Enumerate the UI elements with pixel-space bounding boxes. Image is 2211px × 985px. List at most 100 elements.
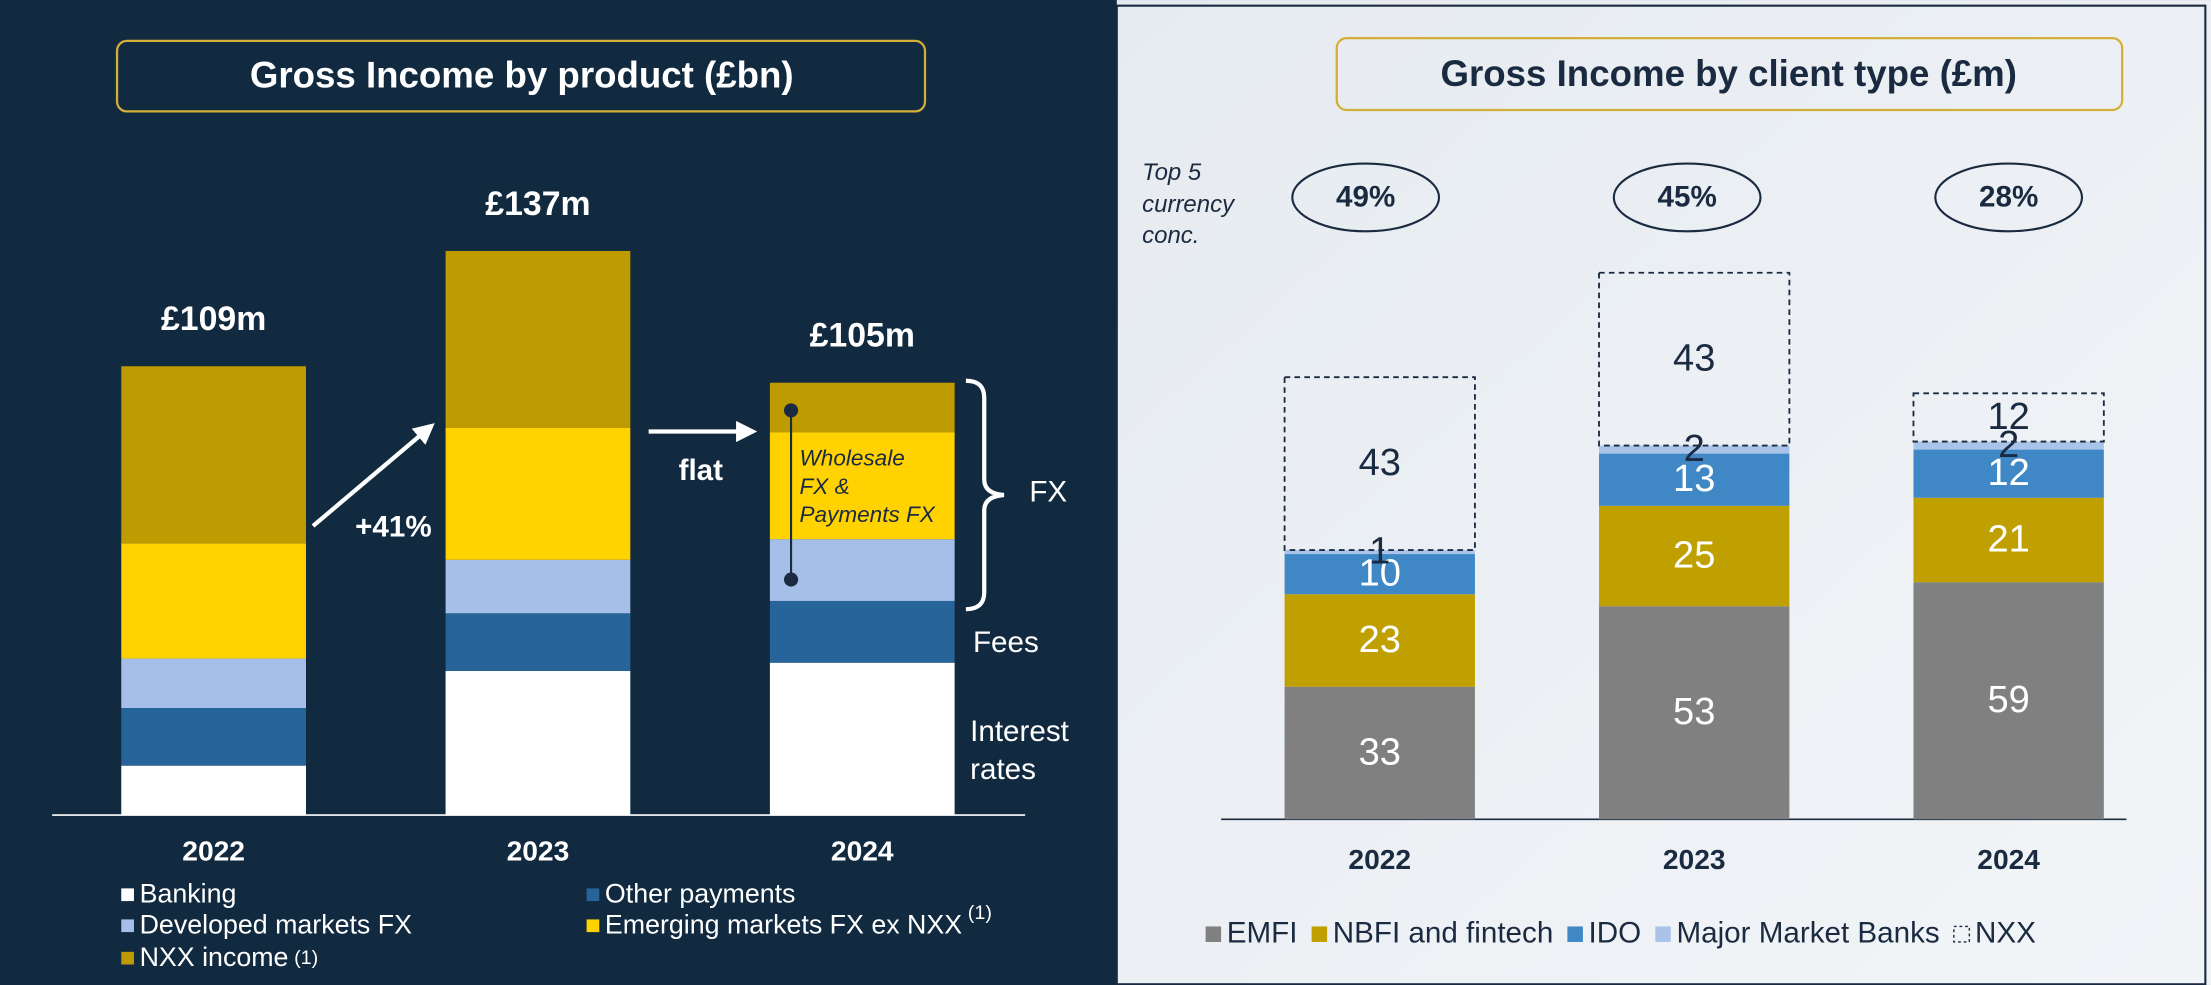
bar-segment (769, 432, 955, 540)
growth-label: +41% (355, 511, 432, 544)
legend-swatch (121, 951, 134, 965)
legend-label: EMFI (1227, 917, 1298, 950)
chart-title: Gross Income by client type (£m) (1441, 53, 2017, 94)
bar-segment (1913, 497, 2104, 583)
interest-label: Interest (970, 715, 1070, 748)
bar-segment (1284, 550, 1475, 555)
segment-label: 1 (1369, 531, 1390, 573)
bar-segment (121, 765, 306, 816)
conc-label: Top 5 (1142, 159, 1202, 186)
bar-segment (1284, 686, 1475, 820)
bar-segment (121, 543, 306, 659)
bar-segment (1599, 606, 1790, 820)
bar-segment (769, 600, 955, 663)
legend-swatch (1655, 926, 1671, 942)
bar-segment (445, 428, 631, 560)
bar-segment (121, 366, 306, 544)
right-border (1115, 4, 2207, 985)
legend-label: Major Market Banks (1676, 917, 1939, 950)
bar-segment (121, 708, 306, 766)
legend-swatch (1311, 926, 1328, 942)
growth-arrow (311, 423, 435, 528)
legend-label: Emerging markets FX ex NXX (605, 910, 962, 940)
legend-swatch (1205, 926, 1222, 942)
bar-segment (1599, 453, 1790, 506)
legend-swatch (121, 888, 134, 902)
segment-label: 21 (1987, 518, 2029, 560)
legend-note: (1) (294, 947, 318, 969)
chart-title: Gross Income by product (£bn) (250, 54, 794, 95)
legend-swatch (1953, 925, 1971, 943)
legend-label: NXX income (140, 942, 289, 972)
total-label: £105m (810, 317, 915, 355)
segment-label: 10 (1359, 553, 1401, 595)
bar-segment (1913, 441, 2104, 450)
concentration-label: 28% (1979, 181, 2038, 214)
bar-segment (1598, 271, 1791, 447)
title-box (115, 39, 927, 113)
flat-label: flat (679, 454, 724, 487)
conc-label: currency (1142, 191, 1236, 218)
legend-note: (1) (968, 902, 992, 924)
bar-segment (769, 662, 955, 816)
legend-label: NBFI and fintech (1333, 917, 1554, 950)
bar-segment (1283, 376, 1476, 551)
concentration-badge (1612, 162, 1762, 233)
x-tick-label: 2022 (1348, 843, 1411, 875)
legend-swatch (121, 919, 134, 933)
bar-segment (445, 613, 631, 671)
segment-label: 2 (1998, 424, 2019, 466)
concentration-label: 45% (1658, 181, 1717, 214)
concentration-badge (1934, 162, 2084, 233)
bar-segment (121, 658, 306, 709)
bar-segment (769, 382, 955, 433)
wholesale-dot (784, 403, 799, 418)
total-label: £109m (161, 300, 266, 338)
bar-segment (1913, 582, 2104, 820)
interest-label: rates (970, 753, 1036, 786)
bar-segment (1599, 505, 1790, 607)
x-tick-label: 2023 (1663, 843, 1726, 875)
bar-segment (445, 250, 631, 429)
x-tick-label: 2023 (507, 835, 570, 867)
x-tick-label: 2022 (182, 835, 245, 867)
fx-label: FX (1029, 475, 1067, 508)
segment-label: 12 (1987, 396, 2029, 438)
legend-swatch (586, 919, 600, 933)
legend-label: Developed markets FX (140, 910, 413, 940)
legend-swatch (586, 888, 600, 902)
segment-label: 13 (1673, 458, 1715, 500)
segment-label: 59 (1987, 679, 2029, 721)
segment-label: 25 (1673, 535, 1715, 577)
legend-swatch (1567, 926, 1583, 942)
wholesale-dot (784, 572, 799, 587)
legend-label: IDO (1589, 917, 1642, 950)
segment-label: 53 (1673, 691, 1715, 733)
segment-label: 43 (1359, 442, 1401, 484)
legend-label: NXX (1975, 917, 2036, 950)
wholesale-label: Payments FX (800, 502, 936, 527)
bar-segment (769, 539, 955, 601)
bar-segment (1599, 445, 1790, 454)
segment-label: 33 (1359, 731, 1401, 773)
segment-label: 43 (1673, 338, 1715, 380)
bar-segment (445, 670, 631, 816)
wholesale-label: FX & (800, 474, 850, 499)
title-box (1335, 36, 2124, 112)
bar-segment (445, 559, 631, 614)
bar-segment (1284, 594, 1475, 687)
legend-label: Other payments (605, 879, 796, 909)
segment-label: 23 (1359, 619, 1401, 661)
conc-label: conc. (1142, 222, 1199, 249)
concentration-badge (1291, 162, 1441, 233)
total-label: £137m (485, 185, 590, 223)
x-tick-label: 2024 (1977, 843, 2040, 875)
concentration-label: 49% (1336, 181, 1395, 214)
segment-label: 12 (1987, 452, 2029, 494)
segment-label: 2 (1684, 428, 1705, 470)
bar-segment (1913, 449, 2104, 498)
bar-segment (1284, 554, 1475, 595)
fees-label: Fees (973, 626, 1039, 659)
